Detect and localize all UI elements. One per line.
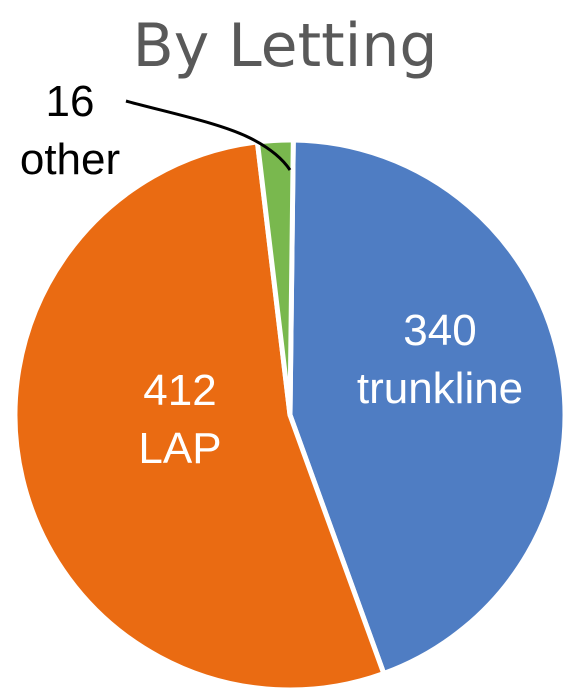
slice-name-label-trunkline: trunkline — [357, 364, 523, 413]
slice-name-label-lap: LAP — [138, 424, 221, 473]
pie-slices — [15, 140, 565, 690]
slice-name-label-other: other — [20, 135, 120, 184]
slice-value-label-lap: 412 — [143, 366, 216, 415]
slice-value-label-trunkline: 340 — [403, 306, 476, 355]
chart-title: By Letting — [133, 11, 438, 81]
slice-value-label-other: 16 — [46, 77, 95, 126]
